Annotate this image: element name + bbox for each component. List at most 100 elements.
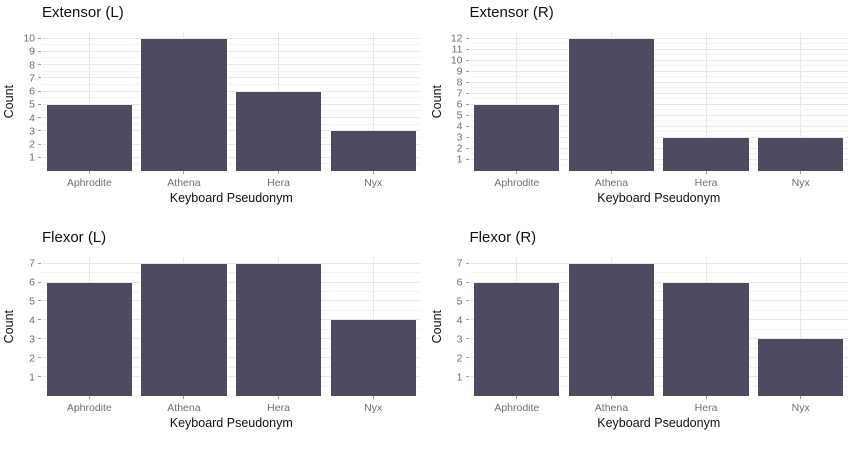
y-axis-labels: 1 2 3 4 5 6 7 (428, 257, 464, 396)
y-axis-tick (465, 48, 469, 50)
y-axis-tick (465, 319, 469, 321)
y-tick-label: 5 (456, 295, 463, 308)
gridline-major (42, 300, 421, 302)
x-axis-tick (800, 171, 802, 174)
x-tick-label: Aphrodite (494, 177, 540, 189)
gridline-major (42, 50, 421, 52)
y-axis-tick (38, 281, 41, 283)
category-gridline (705, 32, 707, 171)
gridline-minor (42, 272, 421, 274)
gridline-major (469, 262, 848, 264)
gridline-major (469, 59, 848, 61)
gridline-major (469, 147, 848, 149)
gridline-major (42, 130, 421, 132)
y-tick-label: 7 (456, 257, 463, 270)
y-axis-tick (38, 262, 41, 264)
gridline-minor (469, 291, 848, 292)
x-axis-tick (372, 396, 374, 399)
x-axis-labels: Aphrodite Athena Hera Nyx (470, 402, 849, 415)
y-axis-tick (465, 125, 469, 127)
y-tick-label: 6 (456, 276, 463, 289)
y-tick-label: 1 (456, 370, 463, 383)
gridline-major (469, 376, 848, 378)
gridline-major (469, 103, 848, 105)
y-axis-tick (465, 281, 469, 283)
gridline-minor (469, 153, 848, 155)
gridline-minor (42, 70, 421, 72)
gridline-major (469, 37, 848, 39)
y-axis-tick (38, 338, 41, 340)
x-axis-tick (705, 396, 707, 399)
y-axis-tick (465, 136, 469, 138)
gridline-major (42, 281, 421, 283)
x-axis-tick (800, 396, 802, 399)
x-tick-label: Aphrodite (494, 402, 540, 414)
y-tick-label: 4 (29, 111, 35, 124)
y-tick-label: 9 (456, 65, 463, 78)
y-axis-tick (38, 103, 41, 105)
y-tick-label: 5 (456, 109, 463, 122)
plot-panel (465, 257, 848, 399)
y-tick-label: 1 (29, 370, 35, 383)
x-axis-title: Keyboard Pseudonym (597, 191, 721, 205)
bar (758, 339, 844, 396)
x-tick-label: Athena (594, 402, 629, 414)
x-tick-label: Nyx (791, 177, 810, 189)
bar (141, 38, 227, 171)
y-axis-tick (38, 156, 41, 158)
bar (663, 137, 749, 171)
gridline-minor (469, 65, 848, 67)
gridline-major (469, 114, 848, 116)
y-tick-label: 9 (29, 45, 35, 58)
y-tick-label: 2 (29, 351, 35, 364)
x-tick-label: Athena (594, 177, 629, 189)
gridline-major (469, 319, 848, 321)
gridline-major (42, 103, 421, 105)
category-gridline (800, 32, 802, 171)
gridline-minor (469, 120, 848, 122)
y-tick-label: 5 (29, 98, 35, 111)
chart-title: Extensor (L) (42, 4, 124, 21)
y-axis-tick (465, 376, 469, 378)
x-axis-tick (88, 396, 90, 399)
gridline-minor (42, 291, 421, 292)
y-axis-tick (38, 319, 41, 321)
x-axis-tick (278, 396, 280, 399)
gridline-minor (42, 44, 421, 46)
y-axis-tick (38, 376, 41, 378)
gridline-minor (42, 136, 421, 138)
gridline-major (42, 90, 421, 92)
y-axis-tick (465, 103, 469, 105)
category-gridline (88, 32, 90, 171)
y-tick-label: 3 (456, 131, 463, 144)
y-axis-tick (465, 92, 469, 94)
x-tick-label: Nyx (364, 177, 383, 189)
gridline-minor (469, 87, 848, 89)
gridline-minor (469, 272, 848, 274)
y-tick-label: 10 (450, 54, 463, 67)
bar (141, 263, 227, 396)
y-axis-tick (38, 77, 41, 79)
y-tick-label: 3 (29, 333, 35, 346)
bar (568, 263, 654, 396)
x-tick-label: Hera (267, 177, 290, 189)
y-axis-tick (465, 300, 469, 302)
y-axis-tick (38, 37, 41, 39)
y-tick-label: 3 (29, 125, 35, 138)
gridline-major (42, 77, 421, 79)
x-tick-label: Nyx (791, 402, 810, 414)
chart-title: Extensor (R) (469, 4, 554, 21)
bar (663, 282, 749, 396)
gridline-minor (469, 366, 848, 368)
y-tick-label: 1 (456, 153, 463, 166)
x-tick-label: Aphrodite (66, 402, 112, 414)
gridline-major (42, 37, 421, 39)
y-axis-tick (38, 117, 41, 119)
y-tick-label: 1 (29, 151, 35, 164)
plot-panel (38, 32, 421, 174)
bar (568, 38, 654, 171)
y-axis-tick (465, 262, 469, 264)
gridline-minor (42, 97, 421, 99)
